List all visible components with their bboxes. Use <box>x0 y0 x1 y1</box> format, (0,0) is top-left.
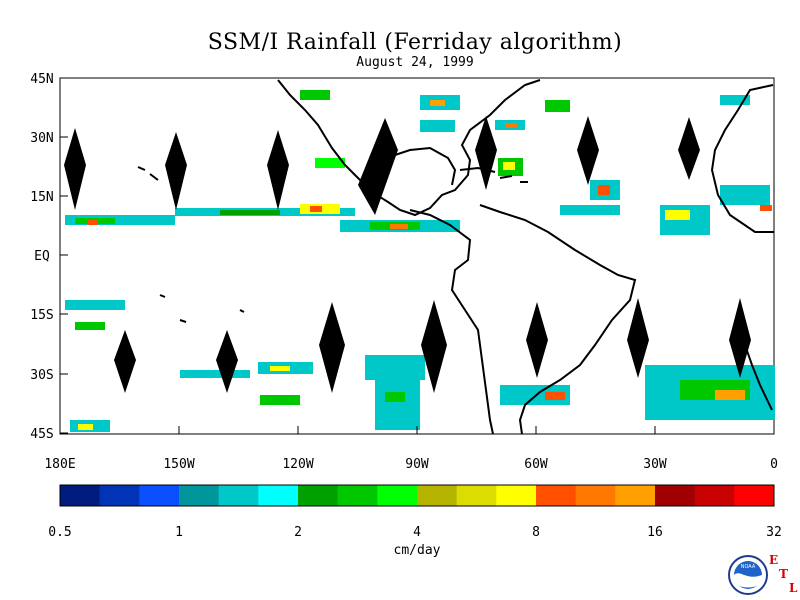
south-america-coast <box>409 209 494 435</box>
colorbar-label-16: 16 <box>647 525 663 540</box>
north-america-coast <box>277 79 541 217</box>
hawaii-islands <box>137 166 159 181</box>
colorbar-swatch <box>417 485 458 506</box>
colorbar-swatch <box>734 485 775 506</box>
colorbar-swatch <box>377 485 418 506</box>
lon-label-150w: 150W <box>163 457 194 472</box>
colorbar-label-0-5: 0.5 <box>48 525 71 540</box>
diamond-marker-4 <box>358 118 398 215</box>
lat-label-30s: 30S <box>30 368 53 383</box>
colorbar-label-4: 4 <box>413 525 421 540</box>
colorbar-swatch <box>179 485 220 506</box>
colorbar-tick-labels: 0.5 1 2 4 8 16 32 <box>48 525 782 540</box>
colorbar-label-8: 8 <box>532 525 540 540</box>
africa-coast <box>710 84 774 233</box>
lat-label-15n: 15N <box>30 190 53 205</box>
south-america-east-coast <box>479 204 637 435</box>
polynesia-islands <box>159 294 245 323</box>
diamond-marker-11 <box>421 300 447 393</box>
lat-axis-labels: 45N 30N 15N EQ 15S 30S 45S <box>30 72 53 442</box>
lon-label-180e: 180E <box>44 457 75 472</box>
lon-label-90w: 90W <box>405 457 429 472</box>
etl-logo-l: L <box>789 581 798 595</box>
colorbar-swatch <box>536 485 577 506</box>
rain-band-north-pacific <box>65 204 460 232</box>
gulf-of-mexico-coast <box>394 146 457 186</box>
diamond-marker-9 <box>216 330 238 393</box>
diamond-marker-10 <box>319 302 345 393</box>
diamond-marker-12 <box>526 302 548 378</box>
lon-label-120w: 120W <box>282 457 313 472</box>
axis-ticks <box>59 77 775 434</box>
land-outlines <box>137 79 774 435</box>
map-date: August 24, 1999 <box>356 55 474 70</box>
rain-gulf-caribbean <box>300 90 772 235</box>
diamond-marker-6 <box>577 116 599 185</box>
colorbar-swatch <box>298 485 339 506</box>
colorbar-label-2: 2 <box>294 525 302 540</box>
colorbar-swatch <box>60 485 101 506</box>
lon-label-0: 0 <box>770 457 778 472</box>
lat-label-45s: 45S <box>30 427 53 442</box>
map-frame <box>59 77 775 435</box>
lon-axis-labels: 180E 150W 120W 90W 60W 30W 0 <box>44 457 778 472</box>
diamond-marker-13 <box>627 298 649 378</box>
lon-label-30w: 30W <box>643 457 667 472</box>
lat-label-eq: EQ <box>34 249 50 264</box>
colorbar-label-1: 1 <box>175 525 183 540</box>
colorbar-swatch <box>139 485 180 506</box>
lat-label-30n: 30N <box>30 131 53 146</box>
etl-logo-t: T <box>779 567 788 581</box>
colorbar-swatch <box>496 485 537 506</box>
map-title: SSM/I Rainfall (Ferriday algorithm) <box>207 30 623 55</box>
colorbar-label-32: 32 <box>766 525 782 540</box>
colorbar-swatch <box>258 485 299 506</box>
colorbar-swatch <box>99 485 140 506</box>
colorbar: 0.5 1 2 4 8 16 32 cm/day <box>48 484 782 558</box>
diamond-marker-8 <box>114 330 136 393</box>
colorbar-border <box>59 484 775 507</box>
noaa-logo: NOAA <box>728 555 768 595</box>
colorbar-unit-label: cm/day <box>394 543 441 558</box>
diamond-marker-7 <box>678 117 700 180</box>
colorbar-swatch <box>218 485 259 506</box>
lon-label-60w: 60W <box>524 457 548 472</box>
etl-logo-e: E <box>769 553 779 567</box>
rain-southern-bands <box>65 300 775 432</box>
diamond-markers <box>64 116 751 393</box>
diamond-marker-14 <box>729 298 751 378</box>
lat-label-45n: 45N <box>30 72 53 87</box>
colorbar-swatch <box>655 485 696 506</box>
rainfall-field <box>65 90 775 432</box>
colorbar-swatch <box>694 485 735 506</box>
lat-label-15s: 15S <box>30 308 53 323</box>
diamond-marker-5 <box>475 116 497 190</box>
diamond-marker-2 <box>165 132 187 210</box>
colorbar-swatch <box>456 485 497 506</box>
colorbar-swatches <box>60 485 775 506</box>
colorbar-swatch <box>337 485 378 506</box>
colorbar-swatch <box>615 485 656 506</box>
colorbar-swatch <box>575 485 616 506</box>
diamond-marker-3 <box>267 130 289 210</box>
noaa-logo-text: NOAA <box>741 564 756 570</box>
diamond-marker-1 <box>64 128 86 210</box>
